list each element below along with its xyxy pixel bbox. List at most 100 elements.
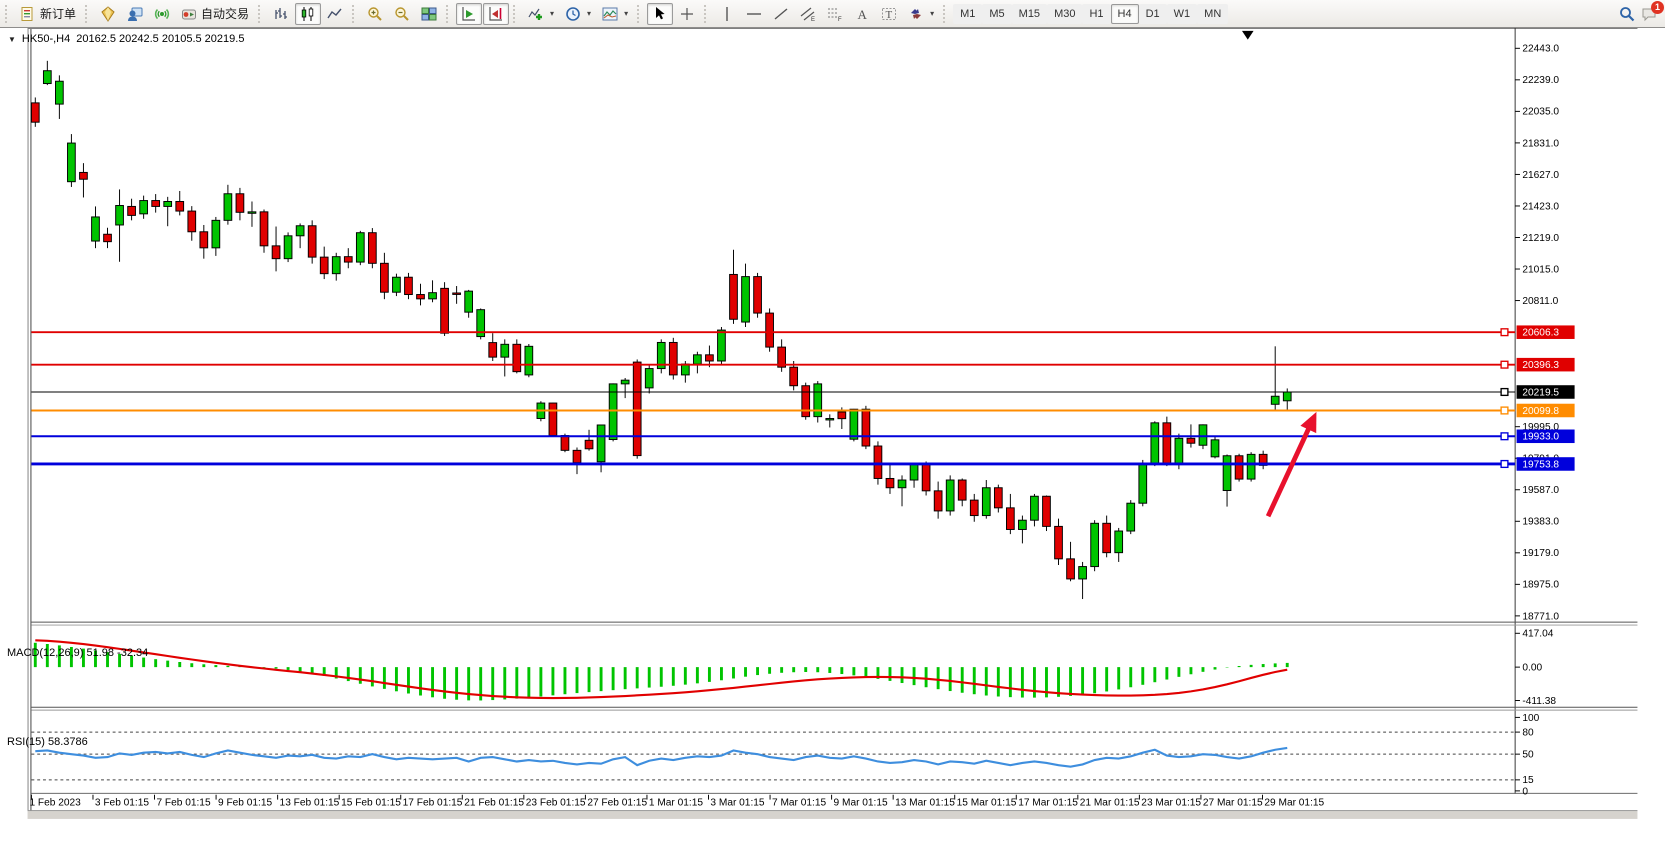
timeframe-M1[interactable]: M1 [953,3,983,24]
channel-icon: E [800,7,815,22]
candle-bullish [909,464,919,481]
hline-handle [1500,328,1509,337]
toolbar-drag-handle [5,4,11,23]
candle-bullish [1114,530,1124,554]
chart-shift-button[interactable] [483,2,510,25]
timeframe-H1[interactable]: H1 [1082,3,1111,24]
search-icon[interactable] [1619,6,1635,22]
price-flag-label: 20606.3 [1522,328,1559,339]
candle-bullish [1078,566,1087,580]
price-tick-label: 19587.0 [1522,485,1559,496]
candle-bullish [1210,439,1220,458]
candle-bearish [367,232,377,264]
zoom-out-button[interactable] [389,3,415,25]
bar-chart-button[interactable] [268,3,294,25]
candle-bullish [247,211,257,214]
candle-bearish [765,312,774,348]
equidistant-channel-button[interactable]: E [795,3,821,25]
market-button[interactable] [95,3,121,25]
timeframe-M15[interactable]: M15 [1011,3,1048,24]
candle-bearish [1066,558,1075,580]
candle-bullish [211,219,221,249]
candle-bullish [355,232,365,263]
dropdown-caret: ▾ [587,9,592,18]
new-order-icon [21,6,33,21]
candle-bullish [680,363,690,376]
timeframe-M5[interactable]: M5 [982,3,1012,24]
candle-bullish [500,343,510,358]
candle-bearish [572,449,582,464]
candle-bearish [79,171,88,180]
candle-bullish [620,379,630,385]
signals-button[interactable] [149,3,175,25]
chart-canvas[interactable]: 22443.0 22239.0 22035.0 21831.0 21627.0 21423… [0,28,1665,846]
price-flag-label: 19753.8 [1522,459,1559,470]
date-tick-label: 1 Mar 01:15 [649,797,703,808]
price-flag [1516,429,1575,444]
notifications-button[interactable]: 1 [1641,0,1664,22]
autotrading-button[interactable]: 自动交易 [176,3,254,25]
periods-button[interactable]: ▾ [560,3,596,25]
text-button[interactable]: A [849,3,875,25]
svg-text:E: E [811,17,815,22]
new-order-button[interactable]: 新订单 [15,3,81,25]
date-tick-label: 3 Mar 01:15 [710,797,764,808]
price-tick-label: 19995.0 [1522,422,1559,433]
date-tick-label: 9 Feb 01:15 [218,797,272,808]
templates-button[interactable]: ▾ [597,3,633,25]
clock-icon [566,6,580,21]
candlestick-chart-button[interactable] [295,2,322,25]
trendline-icon [774,7,788,20]
text-label-button[interactable]: T [876,3,902,25]
candle-bearish [380,262,389,293]
candle-bearish [921,464,931,492]
timeframe-MN[interactable]: MN [1197,3,1229,24]
date-tick-label: 21 Feb 01:15 [464,797,524,808]
group-handle [85,4,91,23]
trendline-button[interactable] [768,3,794,25]
candle-bearish [873,445,883,479]
candle-bearish [307,225,317,258]
chart-window: 22443.0 22239.0 22035.0 21831.0 21627.0 21423… [0,28,1665,846]
candle-bearish [1054,525,1063,560]
price-tick-label: 21015.0 [1522,264,1559,275]
zoom-in-button[interactable] [362,3,388,25]
price-flag [1516,403,1575,418]
candle-bearish [151,200,161,207]
line-chart-icon [327,8,342,18]
vertical-line-button[interactable] [714,3,740,25]
crosshair-button[interactable] [674,3,700,25]
candle-bullish [897,479,907,489]
gold-gem-icon [101,5,115,22]
indicators-button[interactable]: ▾ [523,3,559,25]
arrows-button[interactable]: ▾ [903,3,939,25]
fibonacci-button[interactable]: F [822,3,848,25]
candle-bearish [1234,455,1244,480]
candle-bullish [813,383,823,418]
candle-bearish [416,294,425,300]
candle-bearish [837,411,847,420]
candle-bullish [163,200,173,207]
horizontal-line-button[interactable] [741,3,767,25]
hline-handle [1500,406,1509,415]
timeframe-H4[interactable]: H4 [1110,3,1139,24]
timeframe-W1[interactable]: W1 [1166,3,1198,24]
candle-bearish [1102,522,1112,554]
cursor-button[interactable] [647,2,674,25]
candle-bullish [115,205,124,226]
candle-bearish [632,361,642,457]
tile-windows-button[interactable] [416,3,442,25]
macd-tick-label: 417.04 [1522,629,1553,640]
rsi-indicator-label: RSI(15) 58.3786 [7,736,88,748]
chart-background [27,28,1638,819]
auto-scroll-button[interactable] [456,2,483,25]
symbol-collapse-icon[interactable]: ▼ [8,34,16,44]
candle-bullish [91,216,100,242]
timeframe-D1[interactable]: D1 [1138,3,1167,24]
price-flag-label: 19933.0 [1522,432,1559,443]
timeframe-M30[interactable]: M30 [1047,3,1083,24]
line-chart-button[interactable] [322,3,348,25]
hline-handle [1500,360,1509,369]
community-button[interactable] [122,3,148,25]
date-tick-label: 23 Feb 01:15 [526,797,586,808]
